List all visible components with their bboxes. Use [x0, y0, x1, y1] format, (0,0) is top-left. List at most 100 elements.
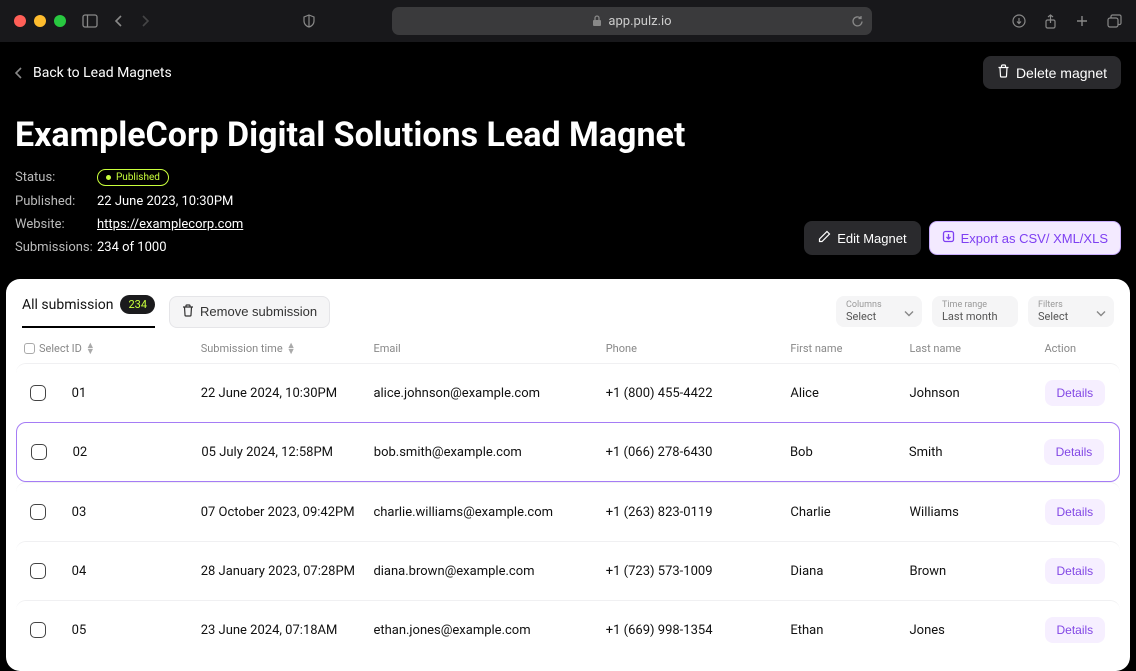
- card-header: All submission 234 Remove submission Col…: [16, 291, 1120, 328]
- details-button[interactable]: Details: [1044, 439, 1105, 465]
- details-button[interactable]: Details: [1045, 499, 1106, 525]
- status-label: Status:: [15, 170, 97, 185]
- pencil-icon: [818, 230, 831, 246]
- table-row[interactable]: 03 07 October 2023, 09:42PM charlie.will…: [16, 482, 1120, 541]
- table-row[interactable]: 04 28 January 2023, 07:28PM diana.brown@…: [16, 541, 1120, 600]
- cell-last-name: Williams: [910, 505, 1045, 520]
- col-select: Select: [39, 342, 69, 355]
- cell-time: 22 June 2024, 10:30PM: [201, 386, 374, 401]
- sort-icon[interactable]: ▲▼: [287, 343, 296, 355]
- filter-label: Columns: [846, 300, 912, 310]
- submissions-card: All submission 234 Remove submission Col…: [6, 279, 1130, 671]
- cell-phone: +1 (263) 823-0119: [606, 505, 791, 520]
- table-row[interactable]: 02 05 July 2024, 12:58PM bob.smith@examp…: [16, 422, 1120, 482]
- cell-id: 03: [72, 505, 201, 520]
- cell-first-name: Alice: [790, 386, 909, 401]
- cell-phone: +1 (066) 278-6430: [606, 445, 790, 460]
- trash-icon: [182, 304, 194, 320]
- remove-submission-button[interactable]: Remove submission: [169, 296, 330, 328]
- chrome-right: [1012, 14, 1122, 29]
- status-value: Published: [116, 172, 160, 183]
- col-id[interactable]: ID: [72, 342, 82, 355]
- filters-area: Columns Select Time range Last month Fil…: [836, 296, 1114, 327]
- cell-last-name: Johnson: [910, 386, 1045, 401]
- remove-label: Remove submission: [200, 304, 317, 319]
- col-email[interactable]: Email: [373, 342, 605, 355]
- details-button[interactable]: Details: [1045, 558, 1106, 584]
- close-window-icon[interactable]: [14, 15, 26, 27]
- tab-all-submissions[interactable]: All submission 234: [22, 295, 155, 328]
- sidebar-toggle-icon[interactable]: [82, 14, 98, 28]
- page-title: ExampleCorp Digital Solutions Lead Magne…: [15, 115, 1121, 155]
- table-row[interactable]: 01 22 June 2024, 10:30PM alice.johnson@e…: [16, 363, 1120, 422]
- filter-value: Select: [846, 310, 912, 323]
- tabs-icon[interactable]: [1107, 14, 1122, 28]
- cell-last-name: Smith: [909, 445, 1044, 460]
- select-all-checkbox[interactable]: [24, 343, 35, 354]
- url-bar[interactable]: app.pulz.io: [392, 7, 872, 35]
- col-first[interactable]: First name: [790, 342, 909, 355]
- cell-email: diana.brown@example.com: [373, 564, 605, 579]
- new-tab-icon[interactable]: [1075, 14, 1089, 28]
- minimize-window-icon[interactable]: [34, 15, 46, 27]
- cell-phone: +1 (669) 998-1354: [606, 623, 791, 638]
- cell-first-name: Charlie: [790, 505, 909, 520]
- cell-email: alice.johnson@example.com: [373, 386, 605, 401]
- page-content: Back to Lead Magnets Delete magnet Examp…: [0, 42, 1136, 265]
- filter-label: Filters: [1038, 300, 1104, 310]
- delete-magnet-button[interactable]: Delete magnet: [983, 56, 1121, 89]
- published-value: 22 June 2023, 10:30PM: [97, 194, 233, 209]
- cell-first-name: Ethan: [790, 623, 909, 638]
- back-label: Back to Lead Magnets: [33, 65, 172, 81]
- details-button[interactable]: Details: [1045, 380, 1106, 406]
- row-checkbox[interactable]: [31, 444, 47, 460]
- topbar: Back to Lead Magnets Delete magnet: [15, 56, 1121, 89]
- row-checkbox[interactable]: [30, 622, 46, 638]
- columns-filter[interactable]: Columns Select: [836, 296, 922, 327]
- sort-icon[interactable]: ▲▼: [86, 343, 95, 355]
- export-label: Export as CSV/ XML/XLS: [961, 231, 1108, 246]
- back-link[interactable]: Back to Lead Magnets: [15, 65, 172, 81]
- submissions-value: 234 of 1000: [97, 240, 167, 255]
- share-icon[interactable]: [1044, 14, 1057, 29]
- cell-phone: +1 (723) 573-1009: [606, 564, 791, 579]
- export-button[interactable]: Export as CSV/ XML/XLS: [929, 221, 1121, 255]
- cell-id: 01: [72, 386, 201, 401]
- website-label: Website:: [15, 217, 97, 232]
- back-nav-icon[interactable]: [114, 14, 124, 28]
- tab-count-badge: 234: [120, 295, 155, 314]
- website-link[interactable]: https://examplecorp.com: [97, 217, 243, 232]
- row-checkbox[interactable]: [30, 504, 46, 520]
- cell-last-name: Jones: [910, 623, 1045, 638]
- table-header: Select ID ▲▼ Submission time ▲▼ Email Phon…: [16, 328, 1120, 363]
- shield-icon[interactable]: [302, 14, 316, 28]
- col-phone[interactable]: Phone: [606, 342, 791, 355]
- edit-magnet-button[interactable]: Edit Magnet: [804, 221, 920, 255]
- forward-nav-icon[interactable]: [140, 14, 150, 28]
- col-last[interactable]: Last name: [910, 342, 1045, 355]
- chrome-left: [14, 14, 150, 28]
- filter-value: Select: [1038, 310, 1104, 323]
- col-action: Action: [1045, 342, 1113, 355]
- reload-icon[interactable]: [851, 15, 864, 28]
- maximize-window-icon[interactable]: [54, 15, 66, 27]
- row-checkbox[interactable]: [30, 385, 46, 401]
- col-time[interactable]: Submission time: [201, 342, 283, 355]
- meta-section: Status: Published Published: 22 June 202…: [15, 169, 243, 255]
- cell-email: ethan.jones@example.com: [373, 623, 605, 638]
- cell-time: 07 October 2023, 09:42PM: [201, 505, 374, 520]
- cell-time: 23 June 2024, 07:18AM: [201, 623, 374, 638]
- cell-time: 05 July 2024, 12:58PM: [201, 445, 373, 460]
- time-range-filter[interactable]: Time range Last month: [932, 296, 1018, 327]
- filter-label: Time range: [942, 300, 1008, 310]
- filter-value: Last month: [942, 310, 1008, 323]
- download-icon[interactable]: [1012, 14, 1026, 28]
- row-checkbox[interactable]: [30, 563, 46, 579]
- filters-filter[interactable]: Filters Select: [1028, 296, 1114, 327]
- table-row[interactable]: 05 23 June 2024, 07:18AM ethan.jones@exa…: [16, 600, 1120, 659]
- details-button[interactable]: Details: [1045, 617, 1106, 643]
- trash-icon: [997, 64, 1010, 81]
- traffic-lights: [14, 15, 66, 27]
- tab-label: All submission: [22, 297, 113, 313]
- status-dot-icon: [106, 175, 111, 180]
